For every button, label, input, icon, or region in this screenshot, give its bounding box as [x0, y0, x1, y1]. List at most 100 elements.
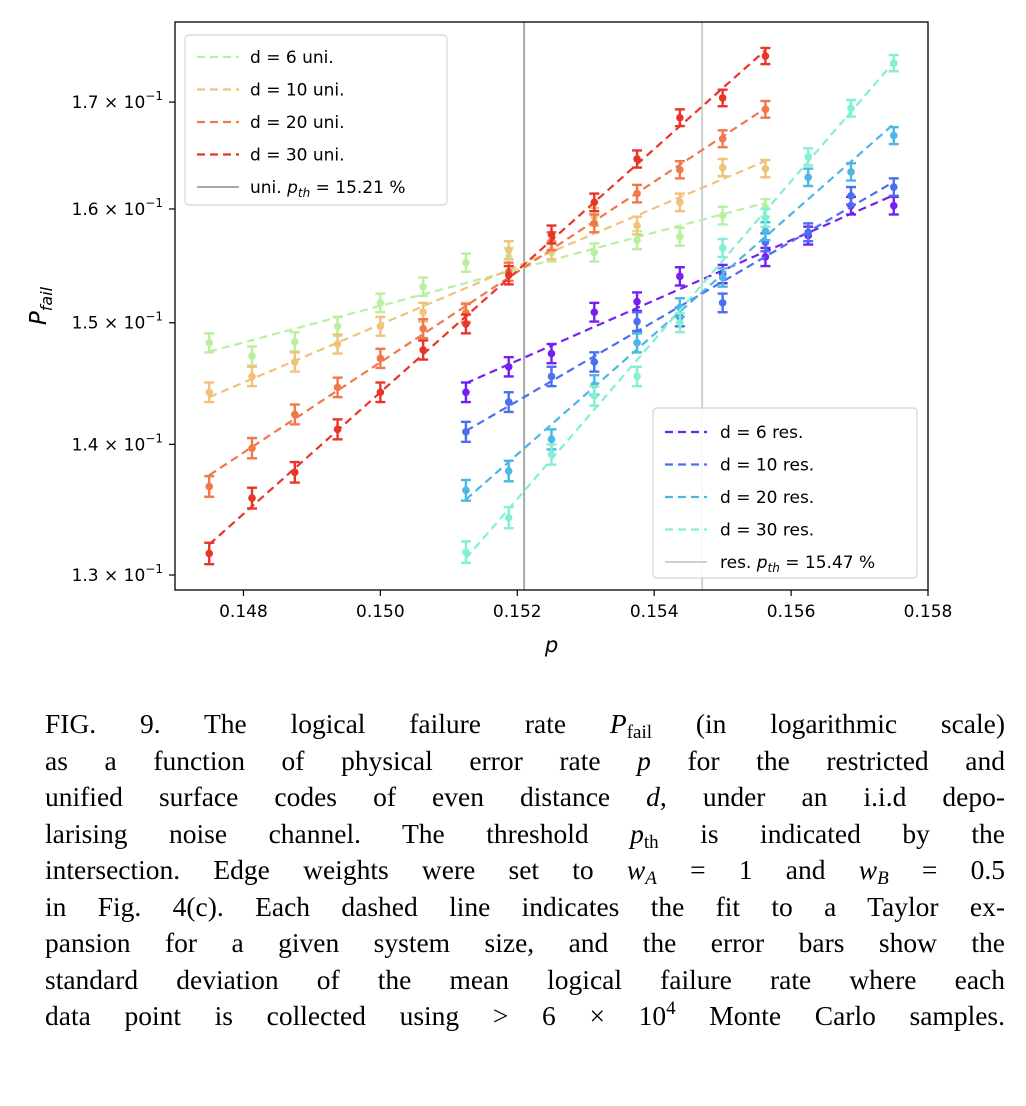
- caption-text: B: [877, 868, 889, 889]
- data-point: [676, 318, 684, 327]
- legend-label: d = 20 res.: [720, 488, 814, 508]
- x-tick-label: 0.158: [904, 602, 953, 622]
- data-point: [376, 299, 385, 307]
- data-point: [590, 392, 599, 400]
- x-tick-label: 0.152: [493, 602, 542, 622]
- plot-area: [204, 22, 899, 590]
- data-point: [504, 362, 513, 371]
- data-point: [205, 388, 214, 397]
- data-point: [376, 322, 385, 331]
- data-point: [504, 467, 513, 475]
- data-point: [290, 358, 299, 366]
- data-point: [504, 398, 513, 406]
- caption-line: as a function of physical error rate p f…: [45, 743, 1005, 780]
- series-d-30-uni: [204, 46, 771, 566]
- data-point: [633, 297, 641, 306]
- caption-text: for the restricted and: [650, 744, 1005, 776]
- caption-text: intersection. Edge weights were set to: [45, 854, 627, 885]
- data-point: [718, 134, 727, 143]
- legend-label: d = 20 uni.: [250, 113, 345, 133]
- data-point: [504, 246, 513, 255]
- data-point: [804, 153, 813, 161]
- caption-line: pansion for a given system size, and the…: [45, 925, 1005, 962]
- x-axis-label: p: [544, 633, 558, 657]
- fit-line: [465, 61, 895, 560]
- figure-caption: FIG. 9. The logical failure rate Pfail (…: [45, 706, 1005, 1035]
- data-point: [633, 372, 641, 381]
- data-point: [248, 372, 256, 381]
- y-axis-label: Pfail: [26, 286, 56, 325]
- data-point: [462, 258, 470, 267]
- fit-line: [465, 123, 895, 501]
- series-d-10-res: [460, 177, 899, 444]
- data-point: [761, 164, 770, 173]
- data-point: [676, 272, 684, 281]
- data-point: [804, 173, 813, 182]
- fit-line: [208, 49, 767, 546]
- data-point: [333, 340, 342, 348]
- fit-line: [465, 194, 895, 385]
- data-point: [633, 317, 641, 326]
- y-tick-label: 1.3 × 10−1: [72, 562, 163, 586]
- data-point: [889, 201, 898, 210]
- y-tick-label: 1.5 × 10−1: [72, 310, 163, 334]
- caption-line: unified surface codes of even distance d…: [45, 779, 1005, 816]
- data-point: [633, 221, 641, 230]
- data-point: [676, 198, 684, 207]
- data-point: [333, 425, 342, 434]
- data-point: [248, 352, 256, 360]
- data-point: [633, 236, 641, 244]
- data-point: [462, 388, 470, 397]
- caption-line: FIG. 9. The logical failure rate Pfail (…: [45, 706, 1005, 743]
- data-point: [462, 548, 470, 556]
- caption-text: P: [609, 708, 627, 739]
- legend-label: d = 10 uni.: [250, 81, 345, 101]
- data-point: [462, 320, 470, 328]
- x-tick-label: 0.156: [767, 602, 816, 622]
- y-tick-exponent: −1: [145, 310, 163, 324]
- caption-line: larising noise channel. The threshold pt…: [45, 816, 1005, 853]
- legend-box: [184, 34, 448, 206]
- data-point: [718, 211, 727, 220]
- caption-text: (in logarithmic scale): [652, 708, 1005, 739]
- data-point: [633, 155, 641, 163]
- x-tick-label: 0.154: [630, 602, 679, 622]
- data-point: [462, 486, 470, 495]
- data-point: [333, 322, 342, 331]
- caption-line: data point is collected using > 6 × 104 …: [45, 998, 1005, 1035]
- y-tick-label: 1.4 × 10−1: [72, 431, 163, 455]
- data-point: [205, 549, 214, 558]
- y-tick-mantissa: 1.4 × 10: [72, 435, 146, 455]
- legend-threshold-sub: th: [298, 186, 310, 200]
- caption-text: standard deviation of the mean logical f…: [45, 963, 1005, 995]
- data-point: [889, 183, 898, 191]
- data-point: [590, 248, 599, 257]
- data-point: [676, 113, 684, 122]
- data-point: [248, 494, 256, 502]
- data-point: [547, 230, 556, 239]
- series-d-20-uni: [204, 99, 771, 498]
- y-label-symbol: P: [26, 311, 52, 325]
- data-point: [205, 339, 214, 347]
- legend-res: d = 6 res. d = 10 res. d = 20 res. d = 30 r…: [652, 407, 918, 579]
- legend-label: d = 30 uni.: [250, 146, 345, 166]
- caption-text: Monte Carlo samples.: [675, 1000, 1005, 1031]
- data-point: [633, 189, 641, 198]
- data-point: [718, 299, 727, 307]
- data-point: [547, 435, 556, 444]
- caption-text: A: [645, 868, 657, 889]
- data-point: [761, 52, 770, 60]
- fit-line: [208, 107, 767, 477]
- axes-frame: [174, 21, 929, 591]
- data-point: [547, 372, 556, 381]
- caption-text: larising noise channel. The threshold: [45, 817, 631, 849]
- caption-text: = 0.5: [888, 854, 1005, 885]
- data-point: [376, 354, 385, 363]
- data-point: [419, 282, 427, 291]
- caption-line: standard deviation of the mean logical f…: [45, 962, 1005, 999]
- data-point: [847, 191, 855, 200]
- data-point: [248, 444, 256, 452]
- legend-label: d = 30 res.: [720, 521, 814, 541]
- data-point: [547, 450, 556, 459]
- legend-label-threshold: res. pth = 15.47 %: [720, 553, 875, 575]
